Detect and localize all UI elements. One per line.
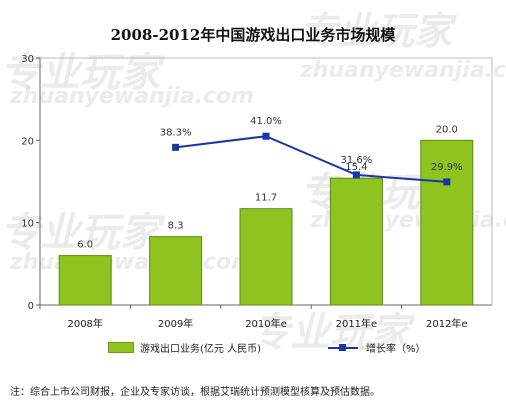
y-tick-label: 20 xyxy=(21,136,34,147)
legend-line-series: 增长率（%） xyxy=(328,340,426,355)
growth-value-label: 38.3% xyxy=(160,127,192,138)
x-category-label: 2009年 xyxy=(158,317,193,330)
legend-line-swatch xyxy=(328,343,358,353)
chart-plot: 0 10 20 30 6.0 8.3 11.7 15.4 20.0 2008年 2009年 2010年… xyxy=(21,54,493,330)
chart-title: 2008-2012年中国游戏出口业务市场规模 xyxy=(110,26,396,44)
bar-value-label: 20.0 xyxy=(436,124,458,135)
bar xyxy=(329,177,383,306)
bar-value-label: 11.7 xyxy=(255,193,277,204)
source-note: 注：综合上市公司财报，企业及专家访谈，根据艾瑞统计预测模型核算及预估数据。 xyxy=(10,387,380,398)
growth-line xyxy=(175,135,447,183)
growth-marker xyxy=(172,143,180,151)
growth-marker xyxy=(443,178,451,186)
legend-bar-swatch xyxy=(108,342,134,353)
x-category-label: 2012年e xyxy=(426,317,468,330)
bar-value-label: 15.4 xyxy=(345,162,367,173)
growth-marker xyxy=(352,171,360,179)
legend-bar-label: 游戏出口业务(亿元 人民币) xyxy=(140,344,261,355)
bar xyxy=(149,236,203,306)
bar-value-label: 8.3 xyxy=(168,221,184,232)
y-tick-label: 0 xyxy=(28,301,34,312)
growth-value-label: 31.6% xyxy=(341,155,373,166)
growth-value-label: 41.0% xyxy=(250,116,282,127)
x-category-label: 2010年e xyxy=(245,317,287,330)
bar xyxy=(239,208,293,306)
growth-marker xyxy=(262,132,270,140)
y-tick-label: 30 xyxy=(21,54,34,65)
x-category-label: 2011年e xyxy=(336,317,378,330)
legend-line-label: 增长率（%） xyxy=(366,344,426,355)
bar xyxy=(420,139,474,306)
growth-value-label: 29.9% xyxy=(431,162,463,173)
legend-bar-series: 游戏出口业务(亿元 人民币) xyxy=(108,340,261,355)
bar xyxy=(58,255,112,306)
x-category-label: 2008年 xyxy=(67,317,102,330)
bar-value-label: 6.0 xyxy=(77,240,93,251)
y-tick-label: 10 xyxy=(21,219,34,230)
